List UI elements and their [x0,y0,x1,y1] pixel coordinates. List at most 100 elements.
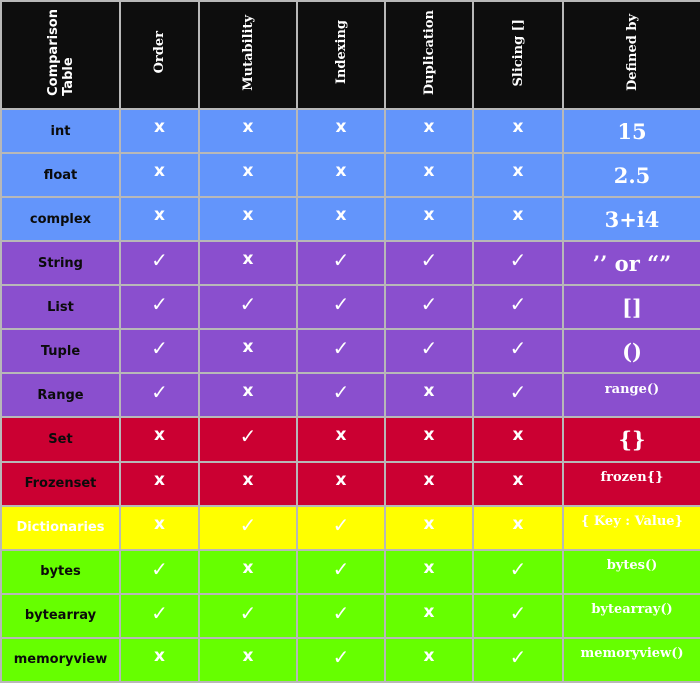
defined-by-value: {} [618,426,646,452]
check-icon: ✓ [151,380,168,405]
type-name: int [0,107,121,155]
defined-by-cell: range() [562,372,700,419]
cross-icon: x [512,205,524,226]
table-row: float x x x x x 2.5 [0,152,700,199]
slicing-cell: ✓ [472,548,564,595]
cross-icon: x [423,205,435,226]
cross-icon: x [154,205,165,226]
mutability-cell: ✓ [198,284,298,331]
column-label: Duplication [421,9,437,96]
defined-by-cell: ’’ or “” [562,240,700,287]
indexing-cell: ✓ [296,548,386,595]
check-icon: ✓ [509,336,527,361]
table-row: Frozenset x x x x x frozen{} [0,460,700,507]
duplication-cell: x [384,636,474,683]
table-row: bytes ✓ x ✓ x ✓ bytes() [0,548,700,595]
slicing-cell: x [472,416,564,463]
table-row: Dictionaries x ✓ ✓ x x { Key : Value} [0,504,700,551]
mutability-cell: x [198,152,298,199]
check-icon: ✓ [151,292,168,317]
indexing-cell: ✓ [296,592,386,639]
table-row: bytearray ✓ ✓ ✓ x ✓ bytearray() [0,592,700,639]
type-name: Frozenset [0,460,121,507]
cross-icon: x [242,645,254,666]
cross-icon: x [335,161,347,182]
cross-icon: x [335,469,347,490]
column-header-defined-by: Defined by [562,0,700,110]
order-cell: x [119,504,200,551]
slicing-cell: x [472,107,564,155]
indexing-cell: x [296,107,386,155]
defined-by-cell: {} [562,416,700,463]
cross-icon: x [423,469,435,490]
table-row: Range ✓ x ✓ x ✓ range() [0,372,700,419]
check-icon: ✓ [151,556,168,581]
check-icon: ✓ [239,292,257,317]
cross-icon: x [512,425,524,446]
defined-by-value: 15 [617,118,647,144]
duplication-cell: x [384,152,474,199]
check-icon: ✓ [239,512,257,537]
corner-header: Comparison Table [0,0,121,110]
defined-by-value: [] [622,294,642,320]
cross-icon: x [242,117,254,138]
check-icon: ✓ [151,600,168,625]
defined-by-cell: memoryview() [562,636,700,683]
defined-by-value: 2.5 [613,162,651,188]
cross-icon: x [242,381,254,402]
cross-icon: x [423,601,435,622]
column-label: Slicing [] [510,18,526,87]
indexing-cell: ✓ [296,504,386,551]
defined-by-value: ’’ or “” [592,250,672,276]
check-icon: ✓ [509,248,527,273]
defined-by-cell: 15 [562,107,700,155]
slicing-cell: x [472,152,564,199]
check-icon: ✓ [239,600,257,625]
defined-by-value: 3+i4 [604,206,660,232]
check-icon: ✓ [332,380,350,405]
indexing-cell: x [296,416,386,463]
order-cell: ✓ [119,548,200,595]
defined-by-cell: bytearray() [562,592,700,639]
type-name: Dictionaries [0,504,121,551]
indexing-cell: ✓ [296,328,386,375]
cross-icon: x [335,425,347,446]
indexing-cell: ✓ [296,636,386,683]
check-icon: ✓ [509,556,527,581]
table-body: int x x x x x 15 float x x x x x 2.5 complex x x x x x 3+i4 S… [0,107,700,683]
defined-by-cell: [] [562,284,700,331]
order-cell: x [119,152,200,199]
column-header-duplication: Duplication [384,0,474,110]
check-icon: ✓ [509,600,527,625]
check-icon: ✓ [509,292,527,317]
indexing-cell: ✓ [296,240,386,287]
column-label: Indexing [333,20,349,85]
mutability-cell: ✓ [198,592,298,639]
cross-icon: x [335,205,347,226]
check-icon: ✓ [239,424,257,449]
mutability-cell: ✓ [198,504,298,551]
check-icon: ✓ [151,336,168,361]
check-icon: ✓ [420,248,438,273]
duplication-cell: x [384,196,474,243]
cross-icon: x [423,425,435,446]
defined-by-cell: 2.5 [562,152,700,199]
column-header-mutability: Mutability [198,0,298,110]
type-name: float [0,152,121,199]
mutability-cell: x [198,372,298,419]
defined-by-value: bytes() [606,558,658,574]
slicing-cell: x [472,196,564,243]
defined-by-value: { Key : Value} [581,514,683,530]
cross-icon: x [242,337,254,358]
indexing-cell: x [296,460,386,507]
cross-icon: x [423,117,435,138]
slicing-cell: ✓ [472,636,564,683]
order-cell: x [119,107,200,155]
defined-by-cell: frozen{} [562,460,700,507]
slicing-cell: x [472,504,564,551]
indexing-cell: x [296,152,386,199]
cross-icon: x [512,469,524,490]
order-cell: ✓ [119,328,200,375]
table-row: complex x x x x x 3+i4 [0,196,700,243]
